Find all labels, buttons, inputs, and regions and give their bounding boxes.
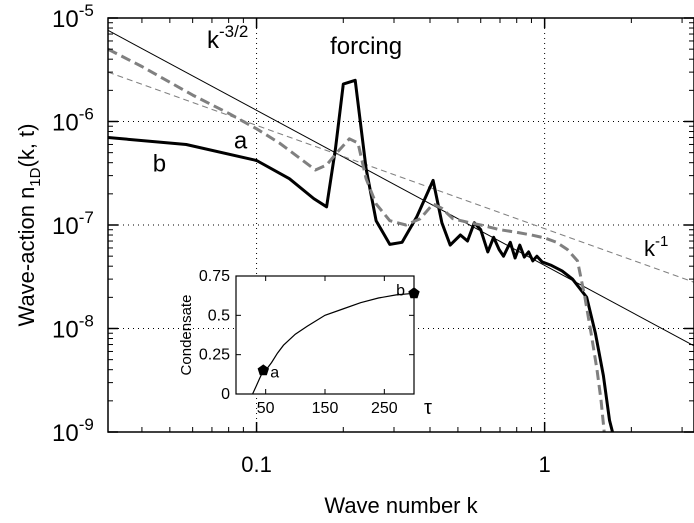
inset-x-axis-label: τ bbox=[424, 397, 432, 419]
y-tick-label: 10-6 bbox=[52, 105, 94, 137]
slope-label: k-1 bbox=[644, 233, 668, 261]
inset-x-tick-label: 50 bbox=[257, 400, 275, 417]
annotation-label: a bbox=[234, 127, 248, 154]
y-tick-label: 10-9 bbox=[52, 415, 94, 447]
inset-markers: ab bbox=[257, 282, 420, 381]
y-tick-label: 10-5 bbox=[52, 1, 94, 33]
inset-marker bbox=[408, 287, 420, 299]
main-annotations: forcing a b k-3/2 k-1 bbox=[153, 22, 669, 261]
reference-line bbox=[108, 29, 694, 347]
inset-marker-label: a bbox=[270, 364, 279, 381]
inset-marker bbox=[257, 364, 269, 376]
inset-y-axis-label: Condensate bbox=[178, 295, 195, 376]
slope-label: k-3/2 bbox=[207, 22, 248, 54]
annotation-label: forcing bbox=[330, 33, 402, 60]
x-tick-label: 1 bbox=[539, 452, 551, 477]
inset-y-tick-label: 0.5 bbox=[208, 307, 230, 324]
main-x-axis-label: Wave number k bbox=[324, 493, 478, 518]
x-tick-label: 0.1 bbox=[241, 452, 272, 477]
reference-line bbox=[108, 71, 694, 283]
main-ticks: 0.1 1 10-9 10-8 10-7 10-6 10-5 bbox=[52, 1, 694, 477]
main-series bbox=[108, 47, 614, 432]
inset-background bbox=[236, 276, 414, 394]
inset-y-tick-label: 0 bbox=[221, 386, 230, 403]
inset-x-tick-label: 150 bbox=[312, 400, 339, 417]
y-tick-label: 10-7 bbox=[52, 208, 94, 240]
series-line bbox=[108, 78, 614, 432]
inset-marker-label: b bbox=[396, 282, 405, 299]
main-reference-lines bbox=[108, 29, 694, 347]
inset-ticks: 50 150 250 0 0.25 0.5 0.75 bbox=[199, 268, 414, 417]
inset-y-tick-label: 0.75 bbox=[199, 268, 230, 285]
inset-y-tick-label: 0.25 bbox=[199, 347, 230, 364]
series-line bbox=[108, 47, 606, 432]
inset-x-tick-label: 250 bbox=[371, 400, 398, 417]
y-tick-label: 10-8 bbox=[52, 312, 94, 344]
main-y-axis-label: Wave-action n1D(k, t) bbox=[14, 124, 44, 327]
annotation-label: b bbox=[153, 150, 166, 177]
